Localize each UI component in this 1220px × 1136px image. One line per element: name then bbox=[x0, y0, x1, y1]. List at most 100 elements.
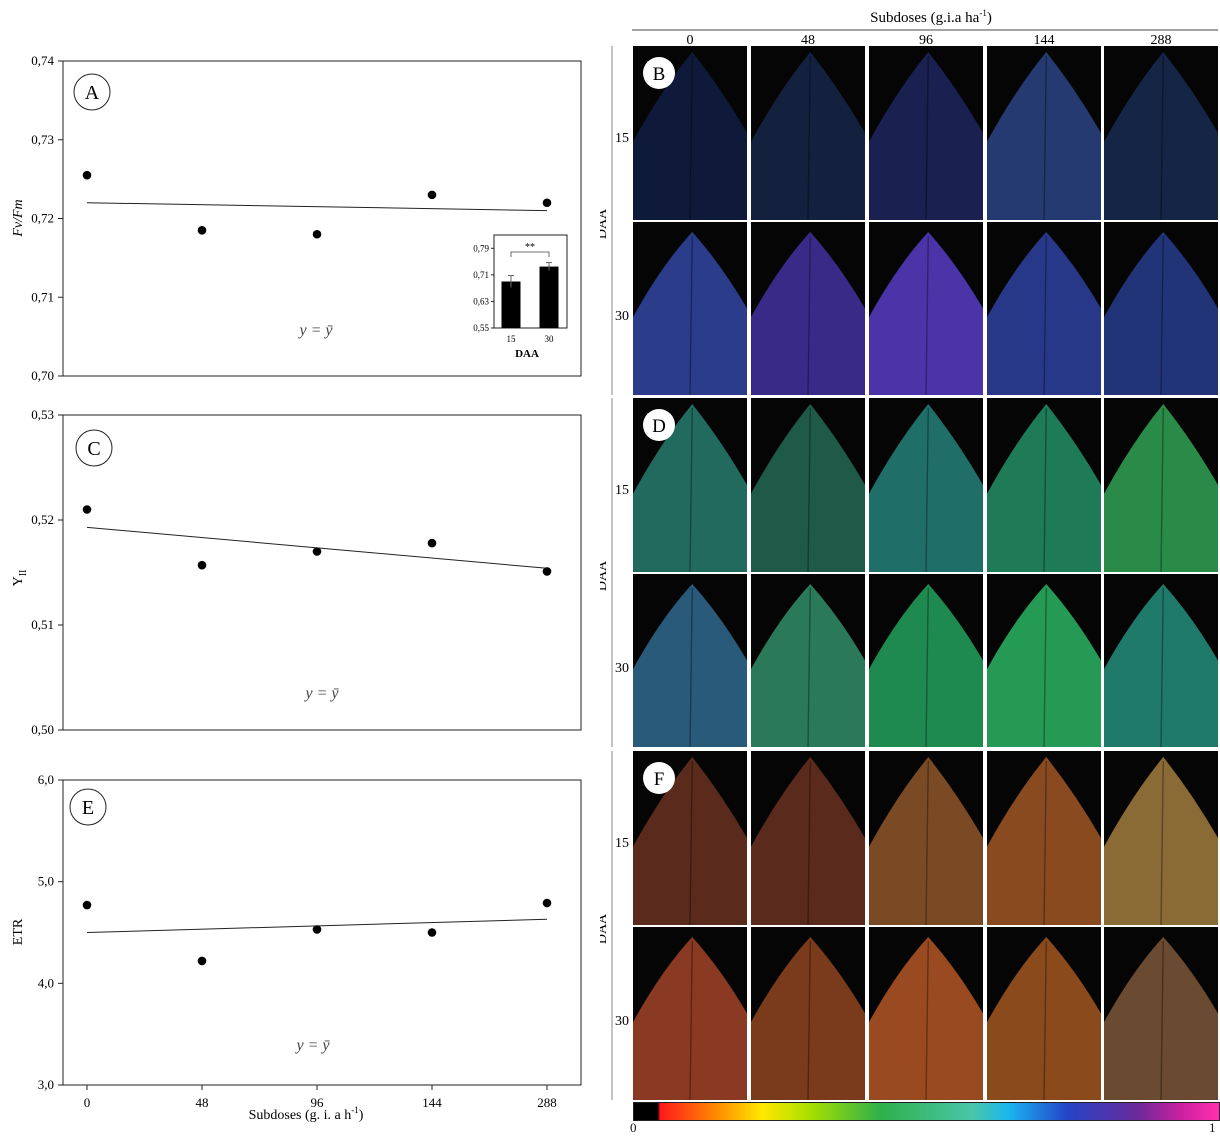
column-label: 96 bbox=[919, 33, 933, 48]
inset-x-axis-title: DAA bbox=[515, 348, 539, 360]
daa-axis-label: DAA bbox=[600, 913, 610, 944]
y-tick-label: 0,51 bbox=[31, 617, 54, 632]
data-point bbox=[312, 547, 322, 556]
leaf-midrib bbox=[807, 407, 811, 573]
leaf-midrib bbox=[925, 760, 929, 926]
panel-letter-circle bbox=[643, 762, 675, 794]
inset-x-tick-label: 30 bbox=[545, 334, 555, 344]
leaf-midrib bbox=[1043, 55, 1047, 221]
leaf-midrib bbox=[925, 55, 929, 221]
regression-line bbox=[86, 202, 548, 212]
data-point bbox=[82, 170, 92, 180]
leaf-shape bbox=[987, 757, 1101, 925]
data-point bbox=[542, 567, 552, 576]
chart-panel-c: 0,50 0,51 0,52 0,53 C YII y = ȳ bbox=[11, 407, 582, 737]
data-point bbox=[542, 898, 552, 908]
leaf-midrib bbox=[689, 587, 693, 748]
header-title: Subdoses (g.i.a ha-1) bbox=[870, 8, 992, 26]
figure-charts: 0,700,710,720,730,74 A Fv/Fm y = ȳ 0,550… bbox=[11, 53, 582, 1123]
y-axis-title: ETR bbox=[11, 918, 26, 945]
image-panel-f: DAA 15 30 F bbox=[600, 751, 1218, 1101]
leaf-shape bbox=[869, 584, 983, 747]
y-ticks: 3,0 4,0 5,0 6,0 bbox=[38, 772, 63, 1092]
trend-line bbox=[86, 918, 548, 933]
y-tick-label: 3,0 bbox=[38, 1077, 54, 1092]
inset-y-tick-label: 0,79 bbox=[473, 243, 489, 253]
data-point bbox=[427, 928, 437, 937]
row-label: 30 bbox=[615, 661, 629, 676]
leaf-shape bbox=[869, 757, 983, 925]
leaf-midrib bbox=[1160, 407, 1164, 573]
panel-letter: D bbox=[652, 416, 666, 437]
leaf-shape bbox=[1104, 404, 1218, 572]
panel-letter-circle bbox=[69, 788, 107, 826]
leaf-shape bbox=[633, 584, 747, 747]
leaf-shape bbox=[751, 52, 865, 220]
panel-letter: A bbox=[85, 82, 100, 104]
y-tick-label: 0,73 bbox=[31, 132, 54, 147]
panel-letter: C bbox=[87, 438, 100, 460]
data-point bbox=[542, 198, 552, 208]
y-ticks: 0,70 0,71 0,72 0,73 0,74 bbox=[31, 53, 63, 383]
leaf-midrib bbox=[1043, 940, 1047, 1101]
leaf-midrib bbox=[1043, 587, 1047, 748]
leaf-shape bbox=[751, 232, 865, 395]
column-label: 144 bbox=[1034, 33, 1055, 48]
inset-bar bbox=[501, 281, 521, 328]
leaf-shape bbox=[633, 757, 747, 925]
image-grids: DAA 15 30 B DAA 15 30 D DAA 15 30 F bbox=[600, 46, 1218, 1101]
leaf-shape bbox=[869, 232, 983, 395]
regression-line bbox=[86, 918, 548, 933]
leaf-midrib bbox=[807, 55, 811, 221]
y-ticks: 0,50 0,51 0,52 0,53 bbox=[31, 407, 63, 737]
leaf-shape bbox=[869, 404, 983, 572]
column-label: 48 bbox=[801, 33, 815, 48]
leaf-shape bbox=[1104, 52, 1218, 220]
leaf-midrib bbox=[1160, 235, 1164, 396]
data-point bbox=[197, 560, 207, 570]
equation: y = ȳ bbox=[304, 685, 340, 702]
leaf-shape bbox=[633, 937, 747, 1100]
panel-letter-circle bbox=[643, 57, 675, 89]
data-point bbox=[427, 538, 437, 548]
significance-label: ** bbox=[525, 242, 535, 253]
leaf-shape bbox=[751, 937, 865, 1100]
leaf-midrib bbox=[807, 235, 811, 396]
x-axis-title: Subdoses (g. i. a h-1) bbox=[249, 1105, 364, 1123]
leaf-midrib bbox=[689, 940, 693, 1101]
column-label: 0 bbox=[687, 33, 694, 48]
y-tick-label: 0,70 bbox=[31, 368, 54, 383]
x-tick-label: 0 bbox=[84, 1095, 91, 1110]
data-points bbox=[82, 505, 552, 576]
y-tick-label: 4,0 bbox=[38, 975, 54, 990]
leaf-shape bbox=[1104, 232, 1218, 395]
row-label: 15 bbox=[615, 836, 629, 851]
inset-x-tick-label: 15 bbox=[507, 334, 517, 344]
inset-y-tick-label: 0,55 bbox=[473, 323, 489, 333]
chart-panel-a: 0,700,710,720,730,74 A Fv/Fm y = ȳ 0,550… bbox=[11, 53, 582, 383]
row-label: 30 bbox=[615, 1014, 629, 1029]
leaf-midrib bbox=[689, 407, 693, 573]
leaf-shape bbox=[987, 584, 1101, 747]
leaf-shape bbox=[1104, 937, 1218, 1100]
y-tick-label: 0,74 bbox=[31, 53, 54, 68]
row-label: 15 bbox=[615, 483, 629, 498]
leaf-midrib bbox=[925, 587, 929, 748]
leaf-shape bbox=[987, 232, 1101, 395]
daa-axis-label: DAA bbox=[600, 560, 610, 591]
leaf-shape bbox=[869, 52, 983, 220]
y-tick-label: 0,72 bbox=[31, 211, 54, 226]
colorbar-max-label: 1 bbox=[1209, 1120, 1216, 1135]
leaf-midrib bbox=[925, 940, 929, 1101]
x-tick-label: 144 bbox=[422, 1095, 442, 1110]
daa-axis-label: DAA bbox=[600, 208, 610, 239]
data-point bbox=[82, 900, 92, 910]
leaf-shape bbox=[751, 404, 865, 572]
plot-frame bbox=[62, 414, 582, 731]
x-tick-label: 288 bbox=[537, 1095, 557, 1110]
y-tick-label: 0,50 bbox=[31, 722, 54, 737]
leaf-midrib bbox=[807, 760, 811, 926]
image-panel-b: DAA 15 30 B bbox=[600, 46, 1218, 396]
data-point bbox=[197, 956, 207, 966]
leaf-midrib bbox=[689, 235, 693, 396]
